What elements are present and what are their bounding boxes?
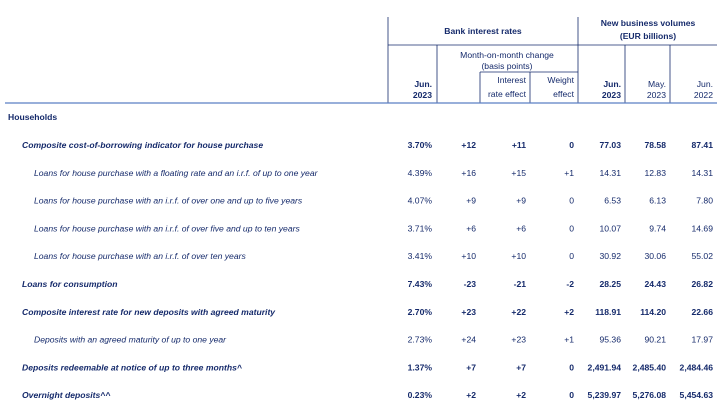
row-label: Composite interest rate for new deposits… — [22, 307, 276, 317]
header: Jun. — [414, 79, 432, 89]
cell: 6.13 — [649, 196, 666, 206]
cell: +12 — [461, 140, 476, 150]
cell: 7.43% — [408, 279, 433, 289]
cell: 9.74 — [649, 223, 666, 233]
cell: 28.25 — [599, 279, 621, 289]
header: May. — [648, 79, 666, 89]
cell: +16 — [461, 168, 476, 178]
cell: 3.41% — [408, 251, 433, 261]
cell: 0 — [569, 390, 574, 400]
cell: +10 — [461, 251, 476, 261]
header: 2023 — [413, 90, 432, 100]
cell: 17.97 — [691, 335, 713, 345]
cell: +6 — [516, 223, 526, 233]
cell: 0.23% — [408, 390, 433, 400]
cell: 6.53 — [604, 196, 621, 206]
cell: -2 — [566, 279, 574, 289]
row-label: Composite cost-of-borrowing indicator fo… — [22, 140, 263, 150]
row-label: Loans for house purchase with an i.r.f. … — [34, 196, 303, 206]
cell: 2,485.40 — [633, 362, 667, 372]
header: (EUR billions) — [620, 31, 676, 41]
cell: +15 — [511, 168, 526, 178]
cell: 1.37% — [408, 362, 433, 372]
row-label: Deposits with an agreed maturity of up t… — [34, 335, 227, 345]
cell: 14.31 — [691, 168, 713, 178]
cell: 24.43 — [644, 279, 666, 289]
cell: 30.92 — [599, 251, 621, 261]
cell: 22.66 — [691, 307, 713, 317]
cell: 26.82 — [691, 279, 713, 289]
cell: 0 — [569, 251, 574, 261]
cell: +2 — [564, 307, 574, 317]
cell: 90.21 — [644, 335, 666, 345]
row-label: Loans for house purchase with a floating… — [34, 168, 319, 178]
cell: +9 — [516, 196, 526, 206]
header: Interest — [497, 75, 526, 85]
cell: 30.06 — [644, 251, 666, 261]
cell: -23 — [464, 279, 477, 289]
cell: 14.69 — [691, 223, 713, 233]
cell: 4.07% — [408, 196, 433, 206]
header: Bank interest rates — [444, 26, 522, 36]
cell: 0 — [569, 140, 574, 150]
row-label: Loans for consumption — [22, 279, 117, 289]
row-label: Deposits redeemable at notice of up to t… — [22, 362, 242, 372]
cell: 77.03 — [599, 140, 621, 150]
header: New business volumes — [601, 18, 696, 28]
cell: 12.83 — [644, 168, 666, 178]
cell: 55.02 — [691, 251, 713, 261]
cell: 7.80 — [696, 196, 713, 206]
cell: 2.70% — [408, 307, 433, 317]
header: effect — [553, 89, 574, 99]
cell: 4.39% — [408, 168, 433, 178]
cell: +23 — [511, 335, 526, 345]
header: Jun. — [603, 79, 621, 89]
cell: +10 — [511, 251, 526, 261]
cell: +7 — [516, 362, 526, 372]
cell: +2 — [466, 390, 476, 400]
cell: 87.41 — [691, 140, 713, 150]
cell: 5,276.08 — [633, 390, 667, 400]
cell: 10.07 — [599, 223, 621, 233]
cell: 2.73% — [408, 335, 433, 345]
cell: 114.20 — [640, 307, 666, 317]
cell: +9 — [466, 196, 476, 206]
cell: +1 — [564, 335, 574, 345]
header: 2023 — [647, 90, 666, 100]
cell: +23 — [461, 307, 476, 317]
cell: +11 — [512, 140, 526, 150]
cell: 2,491.94 — [588, 362, 622, 372]
cell: 14.31 — [599, 168, 621, 178]
cell: 0 — [569, 196, 574, 206]
cell: 78.58 — [644, 140, 666, 150]
cell: 3.70% — [408, 140, 433, 150]
header: Jun. — [697, 79, 713, 89]
header: 2022 — [694, 90, 713, 100]
cell: +6 — [466, 223, 476, 233]
cell: 2,484.46 — [680, 362, 714, 372]
header: Weight — [547, 75, 574, 85]
section-title: Households — [8, 112, 57, 122]
header: Month-on-month change — [460, 50, 554, 60]
header: rate effect — [488, 89, 527, 99]
cell: 0 — [569, 223, 574, 233]
cell: -21 — [514, 279, 527, 289]
cell: +7 — [466, 362, 476, 372]
cell: 95.36 — [599, 335, 621, 345]
cell: 0 — [569, 362, 574, 372]
cell: 118.91 — [595, 307, 621, 317]
cell: +22 — [511, 307, 526, 317]
row-label: Overnight deposits^^ — [22, 390, 110, 400]
header: (basis points) — [481, 61, 532, 71]
cell: +1 — [564, 168, 574, 178]
row-label: Loans for house purchase with an i.r.f. … — [34, 223, 300, 233]
row-label: Loans for house purchase with an i.r.f. … — [34, 251, 246, 261]
cell: 3.71% — [408, 223, 433, 233]
cell: +24 — [461, 335, 476, 345]
cell: 5,239.97 — [588, 390, 622, 400]
header: 2023 — [602, 90, 621, 100]
cell: 5,454.63 — [680, 390, 714, 400]
cell: +2 — [516, 390, 526, 400]
